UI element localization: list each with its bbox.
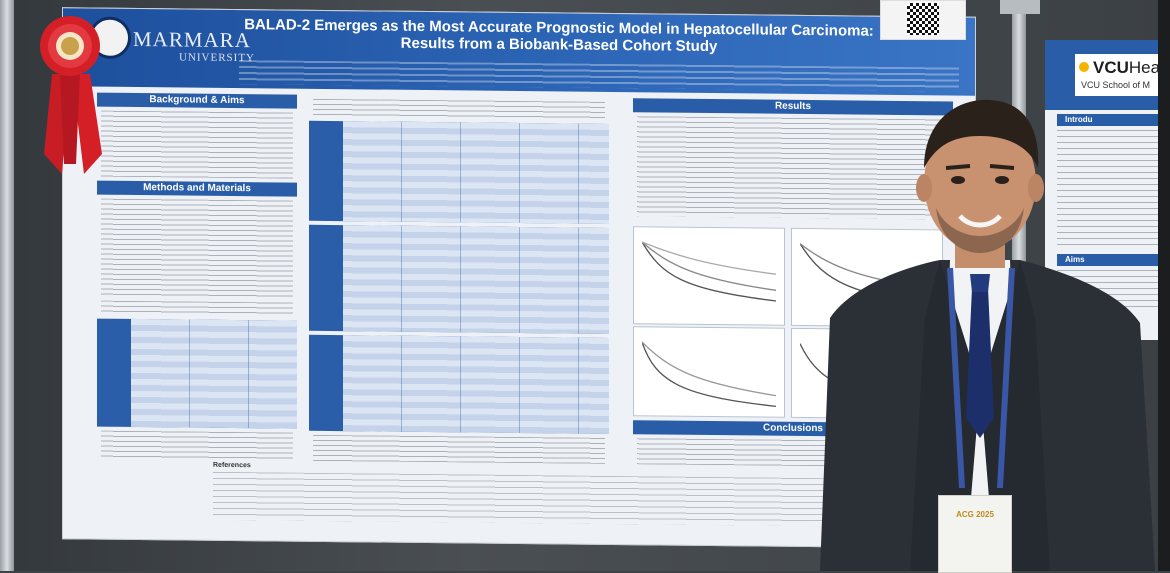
research-poster: MARMARA UNIVERSITY BALAD-2 Emerges as th…	[62, 7, 976, 549]
vcu-logo-box	[1075, 54, 1170, 96]
survival-curve-1	[642, 241, 776, 302]
vcu-logo-text: VCUHea	[1093, 58, 1161, 77]
photo-edge	[1158, 0, 1170, 571]
table-2-part-1	[309, 120, 609, 224]
poster-column-left: Background & Aims Methods and Materials	[97, 92, 297, 465]
survival-curve-3	[642, 341, 776, 408]
adjacent-poster-banner: VCUHea VCU School of M	[1045, 40, 1170, 110]
qr-card	[880, 0, 966, 40]
section-methods: Methods and Materials	[97, 180, 297, 197]
table1-caption	[101, 300, 293, 317]
table-1-cells	[131, 318, 297, 429]
table1-footnote	[101, 430, 293, 461]
stand-cap	[1000, 0, 1040, 14]
adjacent-section-intro: Introdu	[1057, 114, 1170, 126]
university-logo-name: MARMARA	[133, 26, 251, 53]
vcu-logo-icon	[1079, 62, 1089, 72]
badge-event: ACG 2025	[956, 510, 994, 519]
author-list	[239, 60, 959, 92]
survival-plot-3	[633, 326, 785, 418]
references-label: References	[213, 461, 251, 470]
table2-caption	[313, 98, 605, 120]
table-2-part-2	[309, 224, 609, 334]
section-background-aims: Background & Aims	[97, 92, 297, 109]
presenter-person	[820, 99, 1155, 571]
poster-stand-left	[0, 0, 14, 571]
adjacent-section-aims: Aims	[1057, 254, 1170, 266]
table-2-part-3	[309, 334, 609, 434]
methods-text	[101, 198, 293, 299]
background-text	[101, 110, 293, 179]
conference-badge: ACG 2025	[938, 495, 1012, 573]
poster-column-middle	[309, 95, 609, 468]
survival-plot-1	[633, 226, 785, 326]
poster-banner: MARMARA UNIVERSITY BALAD-2 Emerges as th…	[63, 8, 975, 96]
qr-code-icon	[907, 3, 939, 35]
vcu-logo-sub: VCU School of M	[1081, 80, 1151, 90]
adjacent-intro-text	[1057, 130, 1170, 250]
poster-title: BALAD-2 Emerges as the Most Accurate Pro…	[244, 16, 874, 56]
table2-footnote	[313, 434, 605, 464]
award-ribbon-icon	[40, 16, 102, 174]
table-1	[97, 318, 297, 429]
